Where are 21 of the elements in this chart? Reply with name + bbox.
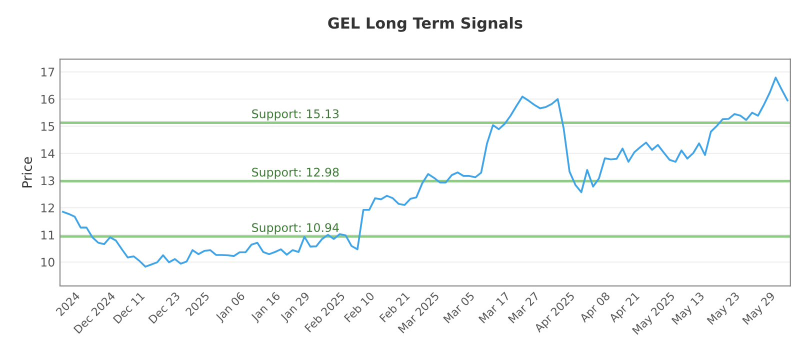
x-tick-label: Mar 05 [442, 292, 475, 324]
ref-line-label: Support: 10.94 [252, 223, 339, 234]
x-tick-label: Jan 06 [214, 291, 247, 324]
y-tick-label: 13 [41, 176, 54, 186]
y-tick-label: 10 [41, 258, 54, 267]
x-tick-label: Jan 29 [280, 292, 312, 324]
x-tick-label: Mar 27 [508, 292, 540, 324]
x-tick-label: Feb 10 [344, 291, 375, 323]
ref-line-label: Support: 12.98 [252, 168, 339, 179]
y-tick-label: 15 [41, 122, 54, 131]
y-axis-title: Price [22, 157, 32, 188]
y-tick-label: 17 [41, 68, 54, 76]
x-tick-label: Jan 16 [250, 291, 282, 324]
y-tick-label: 14 [41, 149, 54, 158]
x-tick-label: Dec 23 [148, 292, 180, 324]
chart-title: GEL Long Term Signals [328, 16, 522, 32]
y-tick-label: 12 [41, 203, 54, 212]
y-tick-label: 16 [41, 94, 54, 104]
y-tick-label: 11 [41, 230, 54, 240]
ref-line-label: Support: 15.13 [252, 109, 339, 121]
line-series [62, 76, 788, 268]
